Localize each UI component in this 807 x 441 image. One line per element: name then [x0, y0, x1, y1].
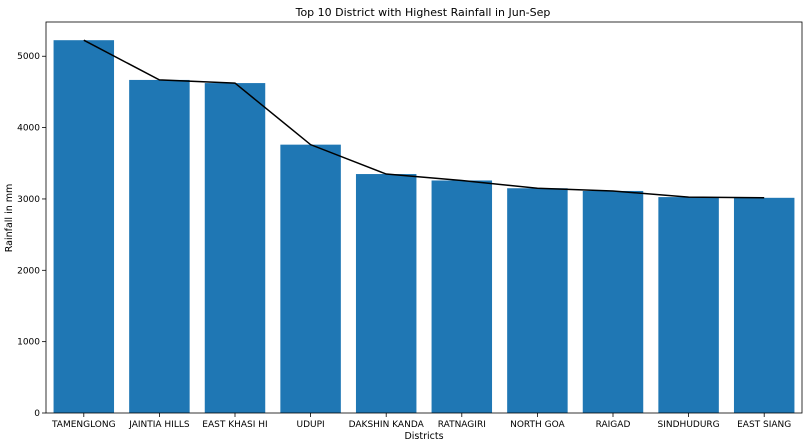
x-ticks: TAMENGLONG JAINTIA HILLS EAST KHASI HI UDUP… — [51, 413, 791, 430]
y-tick-label: 3000 — [17, 195, 40, 205]
bar — [658, 197, 719, 413]
y-tick-label: 0 — [34, 409, 40, 419]
bars-layer — [53, 40, 795, 414]
x-tick-label: JAINTIA HILLS — [128, 420, 190, 430]
y-tick-label: 4000 — [17, 124, 40, 134]
bar — [507, 188, 568, 413]
x-tick-label: SINDHUDURG — [658, 420, 720, 430]
trend-line-layer — [83, 39, 765, 199]
chart-title: Top 10 District with Highest Rainfall in… — [295, 6, 551, 19]
x-tick-label: RATNAGIRI — [438, 420, 486, 430]
bar — [733, 197, 795, 413]
axes-layer — [45, 21, 803, 414]
bar — [53, 40, 115, 414]
bar — [582, 190, 644, 413]
bar — [355, 174, 417, 413]
y-tick-label: 5000 — [17, 52, 40, 62]
plot-frame — [45, 21, 803, 414]
x-axis-label: Districts — [404, 431, 443, 441]
y-tick-label: 2000 — [17, 266, 40, 276]
y-tick-label: 1000 — [17, 338, 40, 348]
x-tick-label: NORTH GOA — [510, 420, 565, 430]
bar — [431, 180, 493, 413]
x-tick-label: DAKSHIN KANDA — [349, 420, 425, 430]
x-tick-label: TAMENGLONG — [51, 420, 116, 430]
x-tick-label: UDUPI — [297, 420, 325, 430]
x-tick-label: RAIGAD — [596, 420, 631, 430]
bar — [129, 79, 190, 413]
y-axis-label: Rainfall in mm — [4, 184, 15, 253]
x-tick-label: EAST SIANG — [737, 420, 791, 430]
y-ticks: 0 1000 2000 3000 4000 5000 — [17, 52, 46, 419]
bar — [280, 144, 341, 413]
bar — [204, 83, 266, 413]
x-tick-label: EAST KHASI HI — [202, 420, 267, 430]
trend-line — [83, 39, 765, 199]
